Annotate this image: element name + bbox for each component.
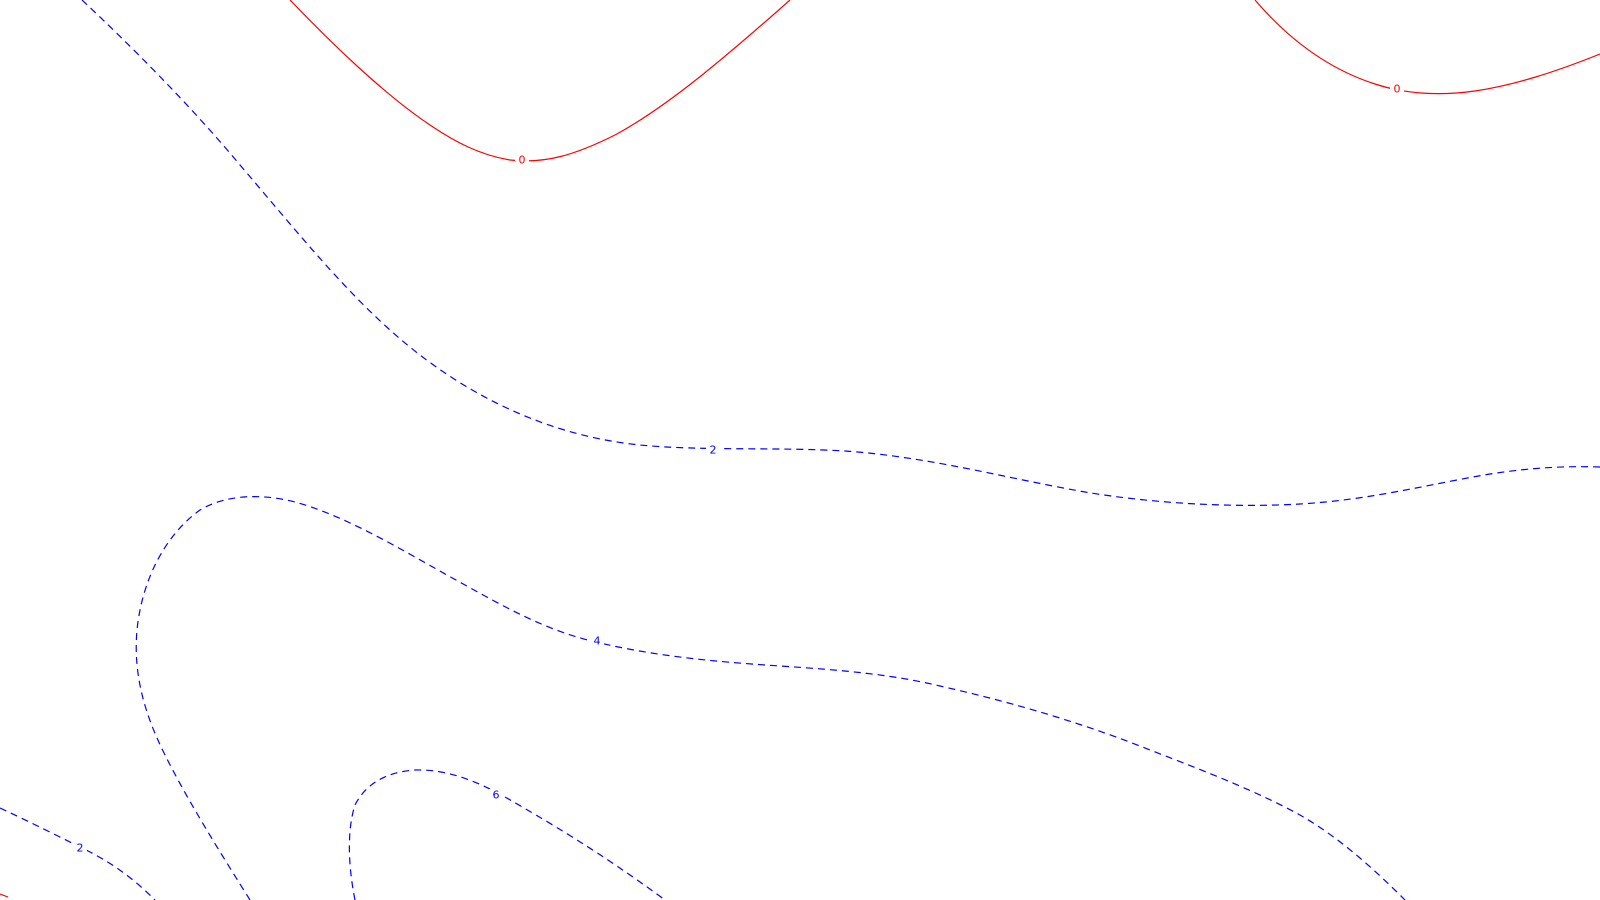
contour-label-two-main: 2: [710, 444, 717, 457]
contour-line-six: [348, 769, 666, 900]
label-gap-zero-b: [1390, 84, 1404, 96]
contour-line-edge-stub: [0, 893, 9, 898]
label-gap-two-corner: [73, 843, 87, 855]
contour-six: 6: [348, 769, 666, 900]
contour-two-main: 2: [81, 0, 1600, 506]
contour-zero-b: 0: [1254, 0, 1600, 96]
contour-line-zero-b: [1254, 0, 1600, 95]
contour-zero-a: 0: [289, 0, 791, 167]
label-gap-zero-a: [515, 154, 529, 166]
contour-four: 4: [135, 496, 1406, 900]
label-gap-two-main: [706, 444, 720, 456]
label-gap-six: [489, 789, 503, 801]
contour-two-corner: 2: [0, 807, 156, 900]
contour-line-zero-a: [289, 0, 791, 162]
contour-label-four: 4: [594, 635, 601, 648]
label-gap-four: [590, 635, 604, 647]
contour-line-two-corner: [0, 807, 156, 900]
contour-label-six: 6: [493, 789, 500, 802]
contour-line-four: [135, 496, 1406, 900]
contour-label-zero-b: 0: [1394, 83, 1401, 96]
contour-edge-stub: [0, 893, 9, 898]
contour-label-two-corner: 2: [77, 842, 84, 855]
contour-label-zero-a: 0: [519, 154, 526, 167]
